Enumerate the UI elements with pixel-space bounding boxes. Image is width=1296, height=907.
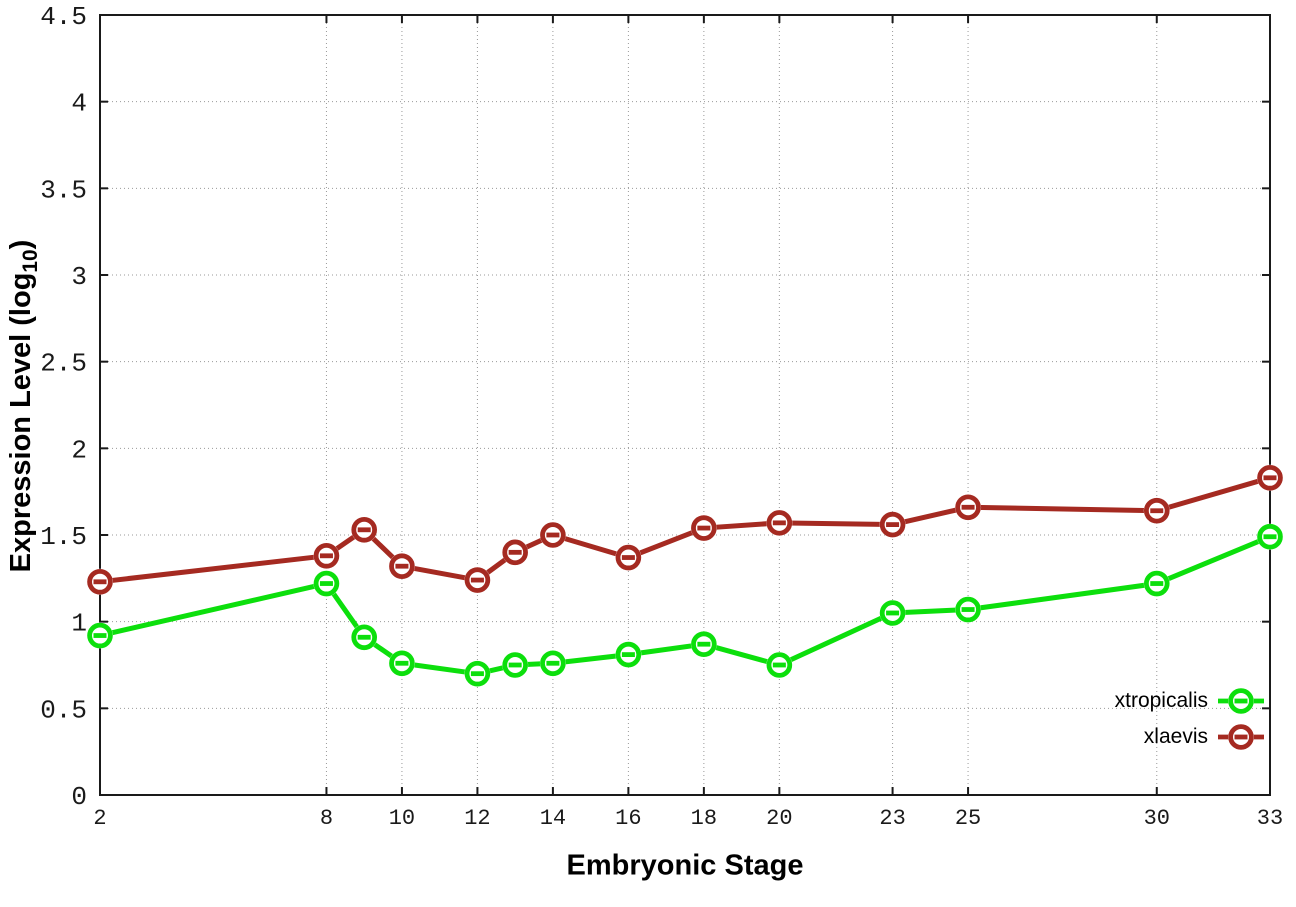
data-point-xlaevis-2 [87,568,113,595]
data-point-xtropicalis-8 [313,570,340,597]
x-tick-label-8: 8 [320,806,333,831]
y-tick-label-3.5: 3.5 [40,175,87,205]
data-point-xlaevis-9 [351,516,378,543]
data-point-xtropicalis-18 [690,631,717,658]
x-tick-label-20: 20 [766,806,792,831]
x-tick-label-30: 30 [1144,806,1170,831]
data-point-xlaevis-14 [539,522,566,548]
x-tick-label-16: 16 [615,806,641,831]
y-axis-title-text: Expression Level (log [5,272,38,573]
x-tick-label-33: 33 [1257,806,1283,831]
y-tick-label-4.5: 4.5 [40,2,87,32]
series-xtropicalis [87,523,1283,687]
data-point-xtropicalis-9 [351,624,378,651]
data-point-xlaevis-20 [766,509,793,536]
y-tick-label-2.5: 2.5 [40,349,87,379]
legend-marker-xtropicalis [1218,688,1264,714]
series-xlaevis [87,464,1283,595]
y-tick-label-1: 1 [71,609,87,639]
y-tick-label-0.5: 0.5 [40,695,87,725]
x-axis-title: Embryonic Stage [566,849,804,882]
y-axis-title-subscript: 10 [18,249,42,273]
y-tick-label-3: 3 [71,262,87,292]
legend-item-xtropicalis: xtropicalis [1115,683,1264,719]
y-tick-label-4: 4 [71,89,87,119]
data-point-xtropicalis-30 [1143,570,1170,597]
data-point-xtropicalis-10 [388,650,415,677]
data-point-xtropicalis-12 [464,660,491,687]
data-point-xtropicalis-16 [615,641,642,668]
data-point-xlaevis-25 [955,494,982,521]
legend-label-xtropicalis: xtropicalis [1114,689,1208,712]
data-point-xtropicalis-25 [955,596,982,623]
legend: xtropicalis xlaevis [1115,683,1264,755]
data-point-xlaevis-30 [1143,497,1170,524]
y-tick-label-1.5: 1.5 [40,522,87,552]
y-tick-label-0: 0 [71,782,87,812]
plot-border [99,14,1271,796]
y-axis-title-close: ) [5,239,38,250]
data-point-xtropicalis-20 [766,652,793,678]
y-tick-label-2: 2 [71,435,87,465]
x-tick-label-25: 25 [955,806,981,831]
data-point-xlaevis-18 [690,515,717,542]
data-point-xlaevis-8 [313,542,340,569]
x-tick-label-2: 2 [93,806,106,831]
data-point-xlaevis-16 [615,544,642,571]
data-point-xlaevis-23 [879,511,906,538]
data-point-xlaevis-13 [502,539,529,566]
legend-label-xlaevis: xlaevis [1143,725,1208,748]
x-tick-label-10: 10 [389,806,415,831]
y-axis-title: Expression Level (log10) [5,240,43,573]
legend-item-xlaevis: xlaevis [1115,719,1264,755]
x-tick-label-12: 12 [464,806,490,831]
data-point-xtropicalis-2 [87,622,113,649]
series-line-xtropicalis [99,534,1271,677]
data-point-xlaevis-12 [464,567,491,594]
data-point-xtropicalis-14 [539,650,566,677]
data-point-xtropicalis-23 [879,600,906,626]
x-tick-label-14: 14 [540,806,566,831]
data-point-xlaevis-33 [1257,464,1283,491]
data-point-xtropicalis-33 [1257,523,1283,550]
data-point-xtropicalis-13 [502,652,529,678]
x-tick-label-23: 23 [879,806,905,831]
x-tick-label-18: 18 [691,806,717,831]
series-line-xlaevis [99,475,1271,585]
data-point-xlaevis-10 [388,553,415,580]
legend-marker-xlaevis [1218,724,1264,750]
